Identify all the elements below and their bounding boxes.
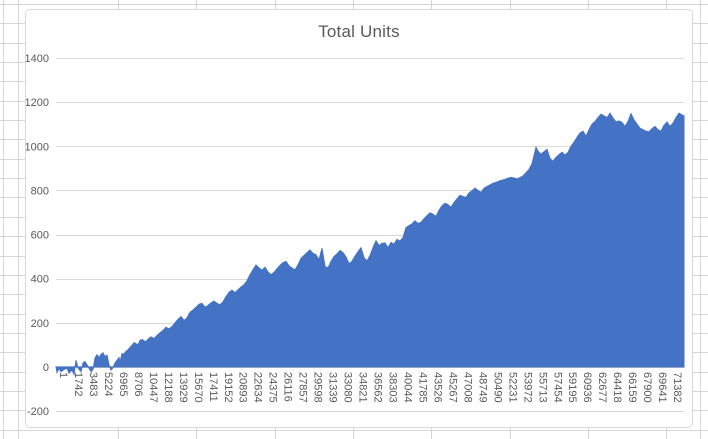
y-tick-label: 600 bbox=[31, 230, 49, 242]
x-tick-label: 31339 bbox=[327, 372, 339, 403]
x-tick-label: 29598 bbox=[312, 372, 324, 403]
x-tick-label: 12188 bbox=[162, 372, 174, 403]
x-tick-label: 22634 bbox=[252, 372, 264, 403]
x-tick-label: 17411 bbox=[207, 372, 219, 402]
x-tick-label: 45267 bbox=[446, 372, 458, 403]
x-tick-label: 33080 bbox=[342, 372, 354, 403]
x-tick-label: 55713 bbox=[536, 372, 548, 403]
x-tick-label: 24375 bbox=[267, 372, 279, 403]
x-tick-label: 52231 bbox=[506, 372, 518, 403]
x-tick-label: 66159 bbox=[626, 372, 638, 403]
x-tick-label: 19152 bbox=[222, 372, 234, 403]
y-tick-label: 800 bbox=[31, 185, 49, 197]
area-series-total-units bbox=[55, 112, 685, 377]
x-tick-label: 62677 bbox=[596, 372, 608, 403]
x-tick-label: 34821 bbox=[357, 372, 369, 403]
x-tick-label: 59195 bbox=[566, 372, 578, 403]
y-tick-label: 1000 bbox=[26, 141, 49, 153]
y-tick-label: -200 bbox=[27, 406, 49, 418]
x-tick-label: 8706 bbox=[132, 372, 144, 396]
x-tick-label: 3483 bbox=[87, 372, 99, 396]
x-tick-label: 67900 bbox=[641, 372, 653, 403]
x-tick-label: 5224 bbox=[102, 372, 114, 396]
x-tick-label: 15670 bbox=[192, 372, 204, 403]
x-tick-label: 48749 bbox=[476, 372, 488, 403]
y-tick-label: 400 bbox=[31, 274, 49, 286]
x-tick-label: 69641 bbox=[656, 372, 668, 403]
x-tick-label: 71382 bbox=[671, 372, 683, 403]
x-tick-label: 64418 bbox=[611, 372, 623, 403]
x-tick-label: 47008 bbox=[461, 372, 473, 403]
x-tick-label: 10447 bbox=[147, 372, 159, 403]
x-tick-label: 6965 bbox=[117, 372, 129, 396]
x-tick-label: 53972 bbox=[521, 372, 533, 403]
x-tick-label: 57454 bbox=[551, 372, 563, 403]
y-tick-label: 200 bbox=[31, 318, 49, 330]
x-tick-label: 26116 bbox=[282, 372, 294, 402]
chart[interactable]: Total Units 1400 1200 1000 800 600 400 200 0 -20… bbox=[25, 9, 693, 428]
x-tick-label: 60936 bbox=[581, 372, 593, 403]
x-tick-label: 27857 bbox=[297, 372, 309, 403]
x-tick-label: 1742 bbox=[72, 372, 84, 396]
x-tick-label: 43526 bbox=[431, 372, 443, 403]
y-tick-label: 1400 bbox=[26, 53, 49, 65]
x-tick-label: 50490 bbox=[491, 372, 503, 403]
x-tick-label: 38303 bbox=[387, 372, 399, 403]
x-tick-label: 36562 bbox=[372, 372, 384, 403]
y-tick-label: 1200 bbox=[26, 97, 49, 109]
x-tick-label: 20893 bbox=[237, 372, 249, 403]
x-tick-label: 1 bbox=[57, 372, 69, 378]
y-tick-label: 0 bbox=[43, 362, 49, 374]
chart-title[interactable]: Total Units bbox=[318, 22, 400, 41]
x-tick-label: 13929 bbox=[177, 372, 189, 403]
x-tick-label: 41785 bbox=[416, 372, 428, 403]
x-tick-label: 40044 bbox=[401, 372, 413, 403]
